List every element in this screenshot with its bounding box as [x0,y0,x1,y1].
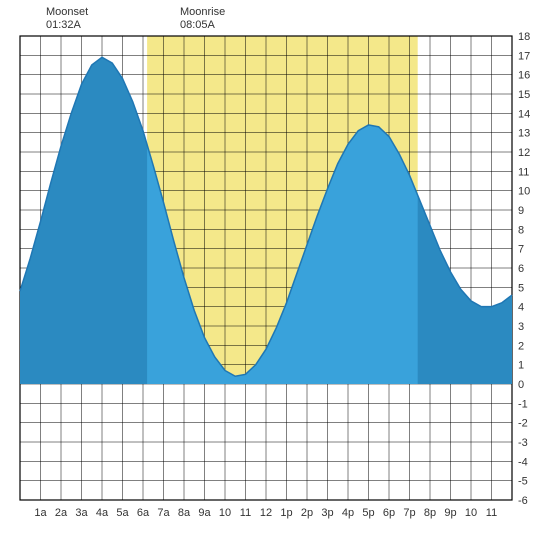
svg-text:-5: -5 [518,476,528,488]
svg-text:5: 5 [518,282,524,294]
svg-text:1a: 1a [34,507,47,519]
svg-text:8a: 8a [178,507,191,519]
svg-text:5a: 5a [116,507,129,519]
svg-text:2a: 2a [55,507,68,519]
svg-text:6: 6 [518,263,524,275]
svg-text:6p: 6p [383,507,395,519]
svg-text:7: 7 [518,244,524,256]
svg-text:18: 18 [518,31,530,43]
svg-text:12: 12 [260,507,272,519]
svg-text:2: 2 [518,340,524,352]
svg-text:4p: 4p [342,507,354,519]
tide-chart: Moonset 01:32A Moonrise 08:05A -6-5-4-3-… [0,0,550,550]
svg-text:13: 13 [518,128,530,140]
svg-text:1: 1 [518,360,524,372]
svg-text:14: 14 [518,108,530,120]
svg-text:4: 4 [518,302,524,314]
svg-text:11: 11 [518,166,529,178]
svg-text:10: 10 [518,186,530,198]
svg-text:3: 3 [518,321,524,333]
svg-text:1p: 1p [280,507,292,519]
svg-text:-6: -6 [518,495,528,507]
chart-svg: -6-5-4-3-2-10123456789101112131415161718… [0,0,550,550]
svg-text:9a: 9a [198,507,211,519]
svg-text:3p: 3p [321,507,333,519]
svg-text:-1: -1 [518,398,528,410]
svg-text:-3: -3 [518,437,528,449]
svg-text:8p: 8p [424,507,436,519]
svg-text:8: 8 [518,224,524,236]
svg-text:10: 10 [219,507,231,519]
svg-text:-2: -2 [518,418,528,430]
svg-text:4a: 4a [96,507,109,519]
svg-text:2p: 2p [301,507,313,519]
svg-text:-4: -4 [518,456,528,468]
svg-text:9p: 9p [444,507,456,519]
svg-text:11: 11 [240,507,251,519]
svg-text:12: 12 [518,147,530,159]
svg-text:11: 11 [486,507,497,519]
svg-text:0: 0 [518,379,524,391]
svg-text:10: 10 [465,507,477,519]
svg-text:7a: 7a [157,507,170,519]
svg-text:7p: 7p [403,507,415,519]
svg-text:16: 16 [518,70,530,82]
svg-text:9: 9 [518,205,524,217]
svg-text:15: 15 [518,89,530,101]
svg-text:6a: 6a [137,507,150,519]
svg-text:5p: 5p [362,507,374,519]
svg-text:17: 17 [518,50,530,62]
svg-text:3a: 3a [75,507,88,519]
